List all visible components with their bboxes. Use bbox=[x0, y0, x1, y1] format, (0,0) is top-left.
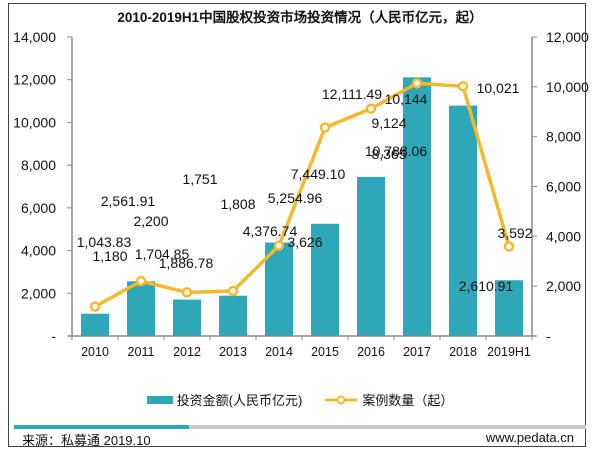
y-tick-label-right: 2,000 bbox=[546, 278, 581, 294]
line-value-label: 3,592 bbox=[497, 225, 532, 241]
y-tick-label-left: 8,000 bbox=[21, 157, 56, 173]
x-tick-label: 2018 bbox=[449, 345, 477, 359]
bar bbox=[357, 176, 385, 336]
bar-swatch-icon bbox=[146, 395, 173, 404]
bar-value-label: 1,886.78 bbox=[159, 255, 214, 271]
line-marker bbox=[319, 122, 331, 133]
x-tick-label: 2015 bbox=[311, 345, 339, 359]
line-value-label: 10,021 bbox=[477, 80, 520, 96]
legend-line-label: 案例数量（起） bbox=[362, 393, 454, 408]
footer-divider bbox=[14, 425, 586, 429]
y-tick-label-left: 4,000 bbox=[21, 243, 56, 259]
bar-value-label: 10,788.06 bbox=[365, 143, 427, 159]
line-value-label: 10,144 bbox=[385, 91, 428, 107]
line-value-label: 9,124 bbox=[371, 115, 406, 131]
line-value-label: 1,180 bbox=[92, 248, 127, 264]
bar bbox=[81, 313, 109, 336]
x-tick-label: 2016 bbox=[357, 345, 385, 359]
bar-value-label: 1,043.83 bbox=[77, 234, 132, 250]
bar bbox=[127, 281, 155, 336]
x-tick-label: 2012 bbox=[173, 345, 201, 359]
bar bbox=[449, 105, 477, 336]
bar-value-label: 12,111.49 bbox=[322, 86, 382, 102]
y-tick-label-right: 10,000 bbox=[546, 79, 589, 95]
line-marker bbox=[227, 285, 239, 297]
bar-value-label: 1,704.85 bbox=[135, 246, 190, 262]
y-tick-label-left: 10,000 bbox=[13, 114, 56, 130]
line-value-label: 2,200 bbox=[133, 213, 168, 229]
legend-item-bar: 投资金额(人民币亿元) bbox=[146, 390, 303, 409]
footer-divider-accent bbox=[14, 425, 189, 429]
y-tick-label-left: 14,000 bbox=[13, 29, 56, 45]
line-marker bbox=[135, 275, 147, 287]
line-marker bbox=[457, 81, 469, 92]
line-series bbox=[94, 81, 511, 309]
x-tick-label: 2013 bbox=[219, 345, 247, 359]
line-marker bbox=[273, 240, 285, 251]
bar bbox=[311, 223, 339, 336]
bar-value-label: 2,610.91 bbox=[459, 278, 514, 294]
website-text: www.pedata.cn bbox=[485, 430, 574, 445]
bar bbox=[219, 295, 247, 336]
source-text: 来源：私募通 2019.10 bbox=[22, 433, 151, 448]
line-value-label: 3,626 bbox=[287, 234, 322, 250]
line-marker bbox=[89, 301, 101, 312]
y-tick-label-right: 12,000 bbox=[546, 29, 589, 45]
bar bbox=[495, 280, 523, 336]
legend: 投资金额(人民币亿元) 案例数量（起） bbox=[0, 390, 600, 409]
x-tick-label: 2010 bbox=[81, 345, 109, 359]
line-value-label: 1,808 bbox=[220, 196, 255, 212]
line-marker bbox=[503, 241, 515, 252]
chart-frame bbox=[8, 3, 586, 447]
line-marker-swatch-icon bbox=[325, 395, 358, 404]
legend-item-line: 案例数量（起） bbox=[324, 390, 453, 409]
bar bbox=[403, 77, 431, 336]
y-tick-label-left: 2,000 bbox=[21, 285, 56, 301]
y-tick-label-right: 6,000 bbox=[546, 179, 581, 195]
legend-bar-label: 投资金额(人民币亿元) bbox=[176, 393, 303, 408]
x-tick-label: 2014 bbox=[265, 345, 293, 359]
y-tick-label-right: 4,000 bbox=[546, 228, 581, 244]
bar-value-label: 5,254.96 bbox=[268, 190, 323, 206]
bar bbox=[173, 299, 201, 336]
bar-value-label: 7,449.10 bbox=[291, 166, 346, 182]
chart-title: 2010-2019H1中国股权投资市场投资情况（人民币亿元，起） bbox=[117, 10, 483, 25]
y-tick-label-right: - bbox=[546, 328, 551, 344]
line-marker bbox=[411, 77, 423, 89]
y-tick-label-left: 6,000 bbox=[21, 200, 56, 216]
y-tick-label-right: 8,000 bbox=[546, 129, 581, 145]
bar-value-label: 4,376.74 bbox=[243, 223, 298, 239]
line-marker bbox=[181, 287, 193, 298]
bar-value-label: 2,561.91 bbox=[101, 193, 156, 209]
line-marker bbox=[365, 103, 377, 114]
x-tick-label: 2019H1 bbox=[487, 345, 531, 359]
y-tick-label-left: - bbox=[51, 328, 56, 344]
line-value-label: 1,751 bbox=[182, 171, 217, 187]
bar bbox=[265, 242, 293, 336]
x-tick-label: 2017 bbox=[403, 345, 431, 359]
x-tick-label: 2011 bbox=[128, 345, 155, 359]
line-value-label: 8,365 bbox=[371, 146, 406, 162]
y-tick-label-left: 12,000 bbox=[13, 72, 56, 88]
